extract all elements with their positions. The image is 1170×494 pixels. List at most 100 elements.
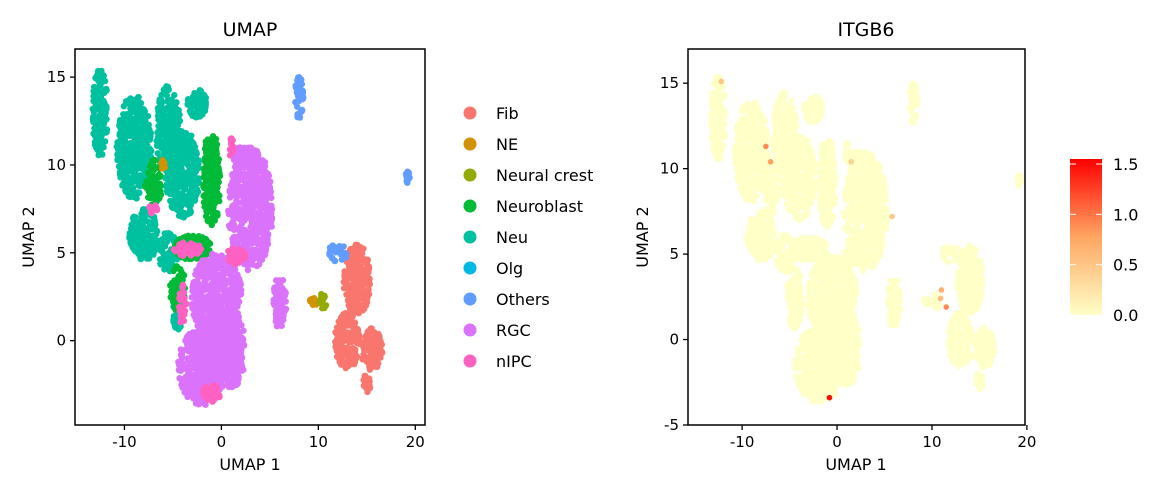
cell-point-unexpressed	[709, 113, 716, 121]
cell-point-neu	[180, 177, 187, 184]
cell-point-rgc	[183, 335, 191, 343]
cell-point-neu	[93, 122, 100, 129]
cell-point-unexpressed	[739, 190, 747, 197]
cell-point-neu	[156, 96, 163, 103]
cell-point-neuroblast	[154, 173, 162, 181]
cell-point-neu	[128, 123, 136, 131]
cell-point-neu	[116, 116, 124, 124]
cell-point-rgc	[228, 383, 236, 391]
cell-point-fib	[339, 322, 347, 330]
cell-point-rgc	[239, 207, 246, 214]
cell-point-neu	[128, 186, 136, 193]
cell-point-rgc	[216, 280, 223, 287]
cell-point-rgc	[256, 249, 263, 257]
cell-point-unexpressed	[709, 89, 716, 96]
y-tick-label: 0	[56, 332, 66, 350]
cell-point-unexpressed	[757, 123, 765, 130]
cell-point-unexpressed	[745, 180, 752, 187]
cell-point-fib	[360, 351, 367, 358]
cell-point-neuroblast	[209, 209, 217, 217]
cell-point-neu	[134, 124, 141, 131]
cell-point-rgc	[232, 179, 240, 187]
cell-point-fib	[364, 294, 371, 302]
cell-point-neu	[95, 78, 103, 85]
cell-point-rgc	[240, 170, 248, 177]
cell-point-fib	[339, 344, 346, 352]
cell-point-rgc	[183, 390, 191, 397]
cell-point-rgc	[266, 178, 274, 185]
cell-point-neu	[173, 137, 180, 144]
panel1-points	[89, 67, 413, 408]
cell-point-neu	[198, 104, 205, 112]
cell-point-rgc	[235, 362, 242, 369]
cell-point-rgc	[259, 191, 266, 198]
cell-point-neu	[126, 140, 133, 148]
cell-point-rgc	[225, 265, 232, 272]
legend-label: Neu	[496, 228, 528, 247]
cell-point-neu	[118, 134, 126, 142]
cell-point-neu	[167, 152, 174, 159]
cell-point-rgc	[239, 340, 247, 348]
cell-point-neuroblast	[150, 188, 158, 196]
cell-point-neuroblast	[193, 236, 200, 244]
cell-point-neu	[137, 100, 145, 107]
cell-point-rgc	[225, 222, 233, 229]
cell-point-rgc	[235, 299, 242, 306]
cell-point-neuroblast	[208, 221, 215, 229]
cell-point-neu	[177, 171, 184, 178]
cell-point-neu	[163, 92, 171, 99]
legend-swatch	[463, 354, 477, 368]
cell-point-rgc	[247, 144, 255, 151]
cell-point-rgc	[240, 214, 248, 222]
cell-point-rgc	[198, 356, 205, 363]
cell-point-neu	[126, 193, 134, 201]
cell-point-rgc	[199, 337, 206, 344]
cell-point-others	[294, 74, 302, 81]
cell-point-neu	[162, 183, 170, 190]
cell-point-neu	[135, 94, 142, 102]
panel1-xlabel: UMAP 1	[219, 455, 280, 474]
cell-point-fib	[366, 378, 373, 385]
cell-point-rgc	[255, 261, 263, 268]
cell-point-rgc	[241, 144, 248, 152]
cell-point-nipc	[202, 383, 209, 390]
cell-point-nipc	[177, 306, 185, 313]
cell-point-nipc	[234, 252, 241, 260]
cell-point-neu	[157, 138, 164, 145]
cell-point-neu	[140, 118, 147, 125]
cell-point-neu	[136, 189, 143, 197]
cell-point-others	[404, 174, 411, 181]
cell-point-fib	[342, 277, 349, 285]
cell-point-rgc	[200, 266, 207, 274]
cell-point-rgc	[236, 223, 244, 231]
cell-point-neural-crest	[321, 304, 328, 312]
cell-point-neu	[90, 108, 98, 116]
cell-point-nipc	[153, 204, 160, 212]
cell-point-neu	[167, 186, 174, 194]
cell-point-rgc	[247, 260, 255, 268]
cell-point-neu	[90, 83, 98, 91]
cell-point-unexpressed	[742, 136, 749, 143]
cell-point-neu	[160, 256, 168, 264]
cell-point-others	[299, 95, 306, 103]
cell-point-rgc	[209, 372, 216, 380]
cell-point-neu	[139, 123, 146, 131]
x-tick-label: 20	[406, 433, 425, 451]
cell-point-rgc	[218, 370, 226, 378]
panel2-title: ITGB6	[837, 19, 894, 41]
legend-label: RGC	[496, 321, 531, 340]
cell-point-rgc	[227, 272, 234, 279]
cell-point-neuroblast	[205, 188, 212, 195]
cell-point-unexpressed	[751, 181, 758, 188]
cell-point-neu	[135, 105, 143, 112]
cell-point-unexpressed	[735, 172, 743, 179]
cell-point-unexpressed	[746, 189, 753, 196]
cell-point-rgc	[232, 310, 240, 317]
cell-point-neuroblast	[212, 182, 219, 189]
cell-point-rgc	[222, 353, 229, 361]
cell-point-neu	[188, 196, 195, 203]
cell-point-neu	[141, 213, 148, 220]
cell-point-neu	[194, 176, 202, 184]
